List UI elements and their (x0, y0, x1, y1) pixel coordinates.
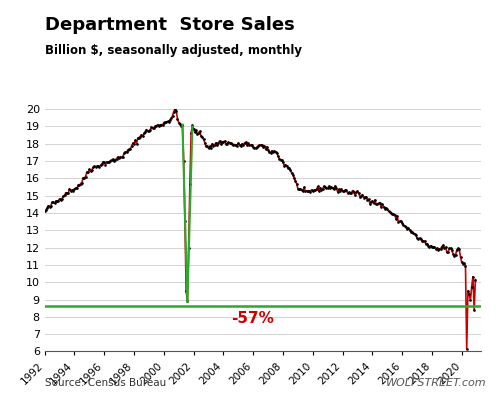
Text: Source: Census Bureau: Source: Census Bureau (45, 378, 166, 388)
Text: WOLFSTREET.com: WOLFSTREET.com (385, 378, 486, 388)
Text: Department  Store Sales: Department Store Sales (45, 16, 295, 34)
Text: -57%: -57% (231, 311, 274, 326)
Text: Billion $, seasonally adjusted, monthly: Billion $, seasonally adjusted, monthly (45, 44, 302, 57)
